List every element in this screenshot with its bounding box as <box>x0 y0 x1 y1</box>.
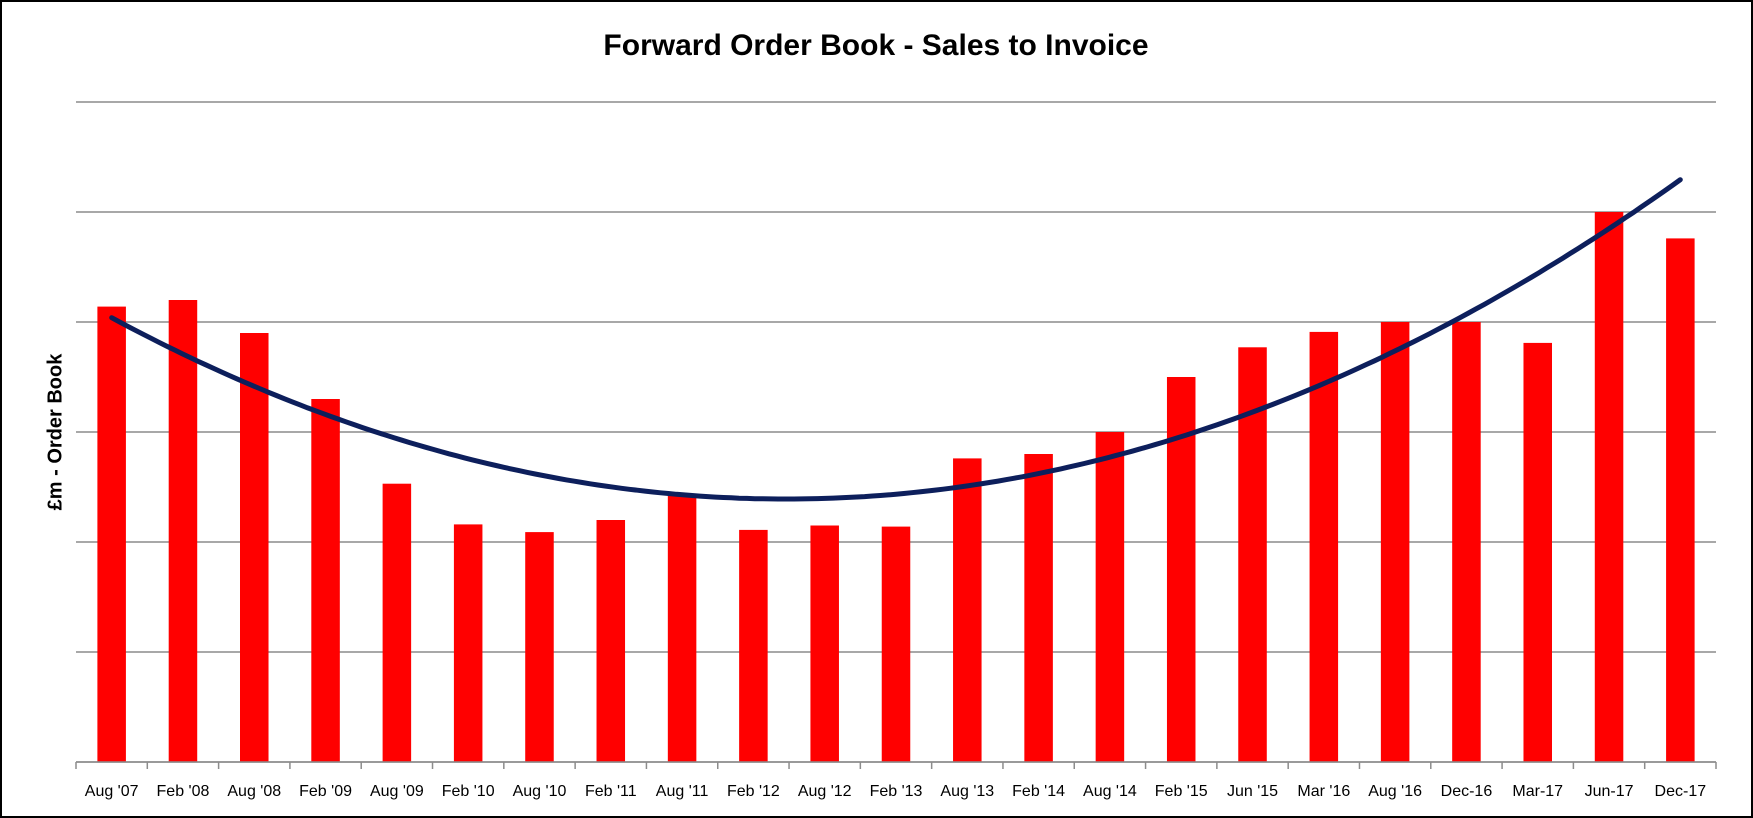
bar <box>1523 342 1552 762</box>
bar <box>1095 432 1125 762</box>
bar <box>311 399 340 762</box>
x-tick-label: Feb '15 <box>1155 783 1208 800</box>
bar <box>1380 322 1410 762</box>
x-tick-label: Feb '09 <box>299 783 352 800</box>
bar <box>596 520 626 762</box>
bar <box>168 300 198 762</box>
x-tick-label: Aug '08 <box>227 783 281 800</box>
bar <box>810 525 839 762</box>
bar <box>525 532 554 762</box>
x-tick-label: Feb '11 <box>585 783 637 800</box>
bar <box>97 306 126 762</box>
bar <box>953 458 982 762</box>
bar <box>1452 322 1481 762</box>
x-tick-label: Aug '14 <box>1083 783 1137 800</box>
x-tick-label: Feb '10 <box>442 783 495 800</box>
bar <box>739 529 768 762</box>
x-tick-label: Dec-16 <box>1441 783 1493 800</box>
x-tick-label: Mar '16 <box>1297 783 1350 800</box>
bar <box>240 333 269 762</box>
trendline <box>109 177 1683 502</box>
bar <box>382 483 412 762</box>
x-tick-label: Feb '12 <box>727 783 780 800</box>
bar <box>881 526 911 762</box>
x-tick-label: Aug '11 <box>656 783 709 800</box>
x-tick-label: Feb '13 <box>870 783 923 800</box>
chart-title: Forward Order Book - Sales to Invoice <box>603 29 1148 62</box>
bar <box>1024 454 1053 762</box>
x-tick-label: Aug '09 <box>370 783 424 800</box>
x-tick-label: Aug '07 <box>85 783 139 800</box>
x-tick-label: Aug '12 <box>798 783 852 800</box>
bar <box>1666 238 1695 762</box>
bar <box>1309 331 1339 762</box>
y-axis-label: £m - Order Book <box>44 353 66 511</box>
bar <box>453 524 483 762</box>
x-tick-label: Dec-17 <box>1655 783 1707 800</box>
x-tick-label: Aug '16 <box>1368 783 1422 800</box>
x-tick-label: Jun '15 <box>1227 783 1278 800</box>
x-tick-label: Feb '08 <box>157 783 210 800</box>
x-tick-label: Aug '10 <box>513 783 567 800</box>
bar <box>1594 212 1624 762</box>
bar <box>667 494 697 762</box>
x-tick-label: Feb '14 <box>1012 783 1065 800</box>
x-tick-label: Mar-17 <box>1512 783 1563 800</box>
x-tick-label: Aug '13 <box>940 783 994 800</box>
x-tick-label: Jun-17 <box>1585 783 1634 800</box>
